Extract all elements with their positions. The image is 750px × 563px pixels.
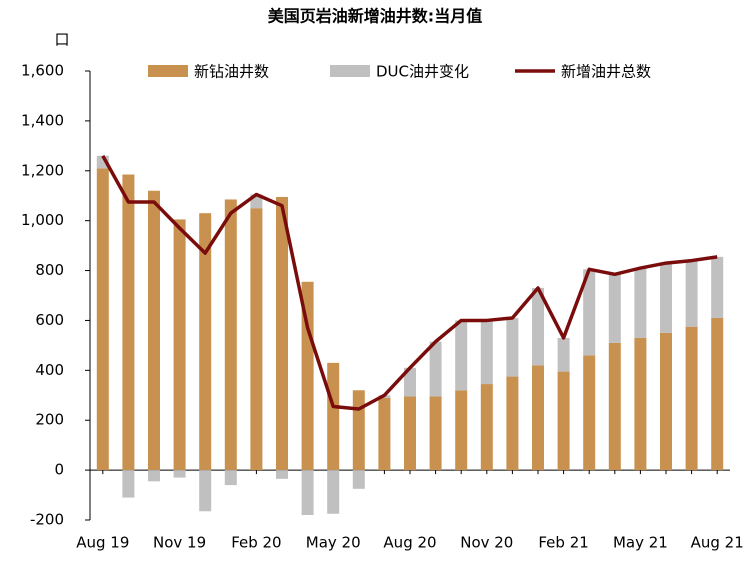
bar [685, 326, 698, 471]
bar [532, 288, 544, 366]
x-tick-label: Feb 21 [538, 534, 588, 552]
y-tick-label: 1,000 [21, 211, 64, 229]
bar [711, 256, 724, 318]
legend-label: 新钻油井数 [194, 63, 269, 81]
bar [429, 341, 442, 397]
bar [301, 470, 314, 516]
x-tick-label: Aug 21 [691, 534, 744, 552]
legend-label: DUC油井变化 [376, 63, 469, 81]
bar [404, 367, 416, 397]
legend-swatch [330, 65, 370, 77]
bar [224, 470, 237, 486]
bar [480, 320, 493, 385]
bar [250, 208, 263, 471]
bar [429, 396, 442, 471]
bar [276, 470, 288, 479]
y-tick-label: 800 [35, 261, 64, 279]
x-tick-label: Feb 20 [231, 534, 281, 552]
y-tick-label: 600 [35, 311, 64, 329]
y-tick-label: 1,200 [21, 161, 64, 179]
bar [327, 470, 340, 514]
legend-swatch [148, 65, 188, 77]
bar [173, 470, 186, 478]
bar [455, 320, 468, 391]
bar [532, 365, 544, 471]
y-tick-label: 200 [35, 411, 64, 429]
bar [506, 376, 519, 471]
y-tick-label: 1,600 [21, 62, 64, 80]
x-tick-label: May 21 [613, 534, 668, 552]
y-unit: 口 [54, 31, 69, 49]
bar [557, 371, 570, 471]
bar [352, 470, 365, 489]
x-tick-label: Nov 19 [153, 534, 206, 552]
bar [327, 362, 340, 471]
bar [506, 317, 519, 377]
bar [122, 470, 135, 498]
bar [378, 397, 391, 471]
bar [557, 337, 570, 372]
bar [122, 174, 135, 471]
y-tick-label: 400 [35, 361, 64, 379]
x-tick-label: Aug 20 [383, 534, 436, 552]
bar [301, 281, 314, 471]
bar [685, 260, 698, 327]
bar [199, 470, 212, 512]
line [101, 154, 718, 411]
x-tick-label: Nov 20 [460, 534, 513, 552]
bar [352, 390, 365, 471]
bar [608, 274, 621, 343]
y-tick-label: -200 [30, 511, 64, 529]
legend-label: 新增油井总数 [561, 63, 651, 81]
bar [608, 342, 621, 471]
y-tick-label: 0 [54, 461, 64, 479]
bar [148, 190, 160, 471]
y-tick-label: 1,400 [21, 111, 64, 129]
bar [711, 317, 724, 471]
bar [96, 168, 109, 471]
bar [583, 355, 596, 471]
bar [583, 269, 596, 356]
bar [634, 337, 647, 471]
bar [148, 470, 160, 482]
bar [404, 396, 416, 471]
bar [173, 219, 186, 471]
bar [455, 390, 468, 471]
bar [276, 196, 288, 471]
bar [199, 213, 212, 471]
bar [224, 199, 237, 471]
bar [660, 263, 672, 333]
bar [660, 332, 672, 471]
bar [634, 268, 647, 338]
bar [480, 384, 493, 471]
x-tick-label: May 20 [306, 534, 361, 552]
x-tick-label: Aug 19 [76, 534, 129, 552]
chart-title: 美国页岩油新增油井数:当月值 [268, 7, 482, 26]
